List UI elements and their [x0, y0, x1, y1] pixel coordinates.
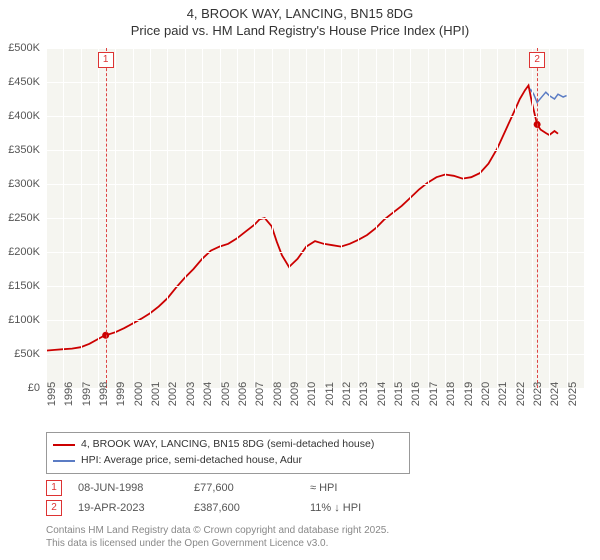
sale-price: £387,600 [194, 502, 294, 514]
x-tick-label: 2015 [393, 382, 405, 406]
chart-container: 4, BROOK WAY, LANCING, BN15 8DG Price pa… [0, 0, 600, 560]
x-tick-label: 2023 [532, 382, 544, 406]
y-tick-label: £0 [28, 382, 40, 394]
y-axis: £0£50K£100K£150K£200K£250K£300K£350K£400… [0, 48, 44, 388]
y-tick-label: £50K [14, 348, 40, 360]
marker-flag: 1 [98, 52, 114, 68]
y-tick-label: £150K [8, 280, 40, 292]
footnote-line: Contains HM Land Registry data © Crown c… [46, 525, 389, 536]
y-tick-label: £500K [8, 42, 40, 54]
table-row: 1 08-JUN-1998 £77,600 ≈ HPI [46, 478, 576, 498]
title-line-1: 4, BROOK WAY, LANCING, BN15 8DG [187, 6, 414, 21]
sales-table: 1 08-JUN-1998 £77,600 ≈ HPI 2 19-APR-202… [46, 478, 576, 518]
legend-item: HPI: Average price, semi-detached house,… [53, 453, 403, 469]
x-tick-label: 2022 [515, 382, 527, 406]
y-tick-label: £350K [8, 144, 40, 156]
x-tick-label: 2000 [133, 382, 145, 406]
legend: 4, BROOK WAY, LANCING, BN15 8DG (semi-de… [46, 432, 410, 474]
x-tick-label: 2008 [272, 382, 284, 406]
sale-delta: ≈ HPI [310, 482, 410, 494]
y-tick-label: £100K [8, 314, 40, 326]
x-tick-label: 2001 [150, 382, 162, 406]
legend-label: 4, BROOK WAY, LANCING, BN15 8DG (semi-de… [81, 437, 374, 453]
y-tick-label: £450K [8, 76, 40, 88]
marker-badge: 2 [46, 500, 62, 516]
legend-swatch [53, 444, 75, 446]
x-tick-label: 2009 [289, 382, 301, 406]
x-tick-label: 2021 [497, 382, 509, 406]
x-tick-label: 2007 [254, 382, 266, 406]
sale-date: 08-JUN-1998 [78, 482, 178, 494]
legend-swatch [53, 460, 75, 462]
x-tick-label: 2025 [567, 382, 579, 406]
x-tick-label: 2024 [549, 382, 561, 406]
marker-line [537, 48, 538, 388]
x-tick-label: 2014 [376, 382, 388, 406]
y-tick-label: £300K [8, 178, 40, 190]
x-tick-label: 2013 [358, 382, 370, 406]
legend-label: HPI: Average price, semi-detached house,… [81, 453, 302, 469]
x-tick-label: 1998 [98, 382, 110, 406]
y-tick-label: £200K [8, 246, 40, 258]
x-tick-label: 2010 [306, 382, 318, 406]
x-tick-label: 2017 [428, 382, 440, 406]
sale-price: £77,600 [194, 482, 294, 494]
x-tick-label: 2020 [480, 382, 492, 406]
table-row: 2 19-APR-2023 £387,600 11% ↓ HPI [46, 498, 576, 518]
x-tick-label: 1996 [63, 382, 75, 406]
sale-delta: 11% ↓ HPI [310, 502, 410, 514]
y-tick-label: £400K [8, 110, 40, 122]
x-tick-label: 1995 [46, 382, 58, 406]
x-tick-label: 2006 [237, 382, 249, 406]
plot-area: 12 [46, 48, 584, 388]
x-tick-label: 2003 [185, 382, 197, 406]
x-tick-label: 2011 [324, 382, 336, 406]
x-tick-label: 2004 [202, 382, 214, 406]
legend-item: 4, BROOK WAY, LANCING, BN15 8DG (semi-de… [53, 437, 403, 453]
x-tick-label: 1997 [81, 382, 93, 406]
marker-badge: 1 [46, 480, 62, 496]
x-tick-label: 2019 [463, 382, 475, 406]
footnote: Contains HM Land Registry data © Crown c… [46, 524, 389, 550]
sale-date: 19-APR-2023 [78, 502, 178, 514]
x-tick-label: 2005 [220, 382, 232, 406]
chart-title: 4, BROOK WAY, LANCING, BN15 8DG Price pa… [0, 0, 600, 40]
marker-line [106, 48, 107, 388]
x-tick-label: 1999 [115, 382, 127, 406]
title-line-2: Price paid vs. HM Land Registry's House … [131, 23, 469, 38]
x-tick-label: 2002 [167, 382, 179, 406]
x-tick-label: 2018 [445, 382, 457, 406]
footnote-line: This data is licensed under the Open Gov… [46, 538, 328, 549]
x-tick-label: 2016 [410, 382, 422, 406]
marker-flag: 2 [529, 52, 545, 68]
x-tick-label: 2012 [341, 382, 353, 406]
y-tick-label: £250K [8, 212, 40, 224]
